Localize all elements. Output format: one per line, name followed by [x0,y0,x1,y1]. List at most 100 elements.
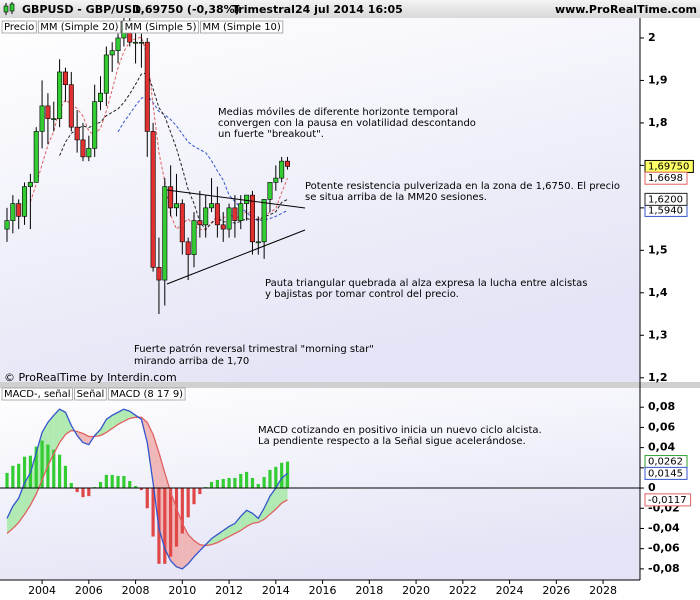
histogram-bar [198,488,202,495]
macd-signal-fill [7,506,13,534]
macd-signal-fill [112,412,119,429]
candle-body [244,194,250,204]
candle-body [249,194,255,243]
legend-box [107,387,186,401]
y-tick-label: -0,08 [648,562,680,575]
histogram-bar [145,488,149,509]
candle-body [39,105,45,132]
histogram-bar [17,463,21,489]
macd-signal-fill [234,516,241,534]
histogram-bar [22,456,27,489]
y-tick-label: 0,04 [648,441,675,454]
x-tick-label: 2028 [589,584,617,597]
last-value-label: 1,6698 [648,173,683,184]
annotation-line: Medias móviles de diferente horizonte te… [218,106,458,118]
legend-label: Precio [4,22,34,33]
last-value-label: 1,69750 [648,161,689,172]
macd-signal-fill [100,419,107,436]
indicator-line [6,408,288,570]
x-tick-label: 2014 [262,584,290,597]
candle-body [62,71,68,85]
legend-box [74,387,107,401]
histogram-bar [285,461,290,489]
macd-panel [0,388,640,580]
histogram-bar [63,465,68,489]
legend-box [200,20,284,34]
candle-body [51,118,57,120]
histogram-bar [122,475,126,489]
histogram-bar [169,488,173,557]
macd-signal-fill [252,513,259,524]
macd-signal-fill [12,498,19,529]
last-value-label: 0,0262 [648,457,683,468]
annotation-line: Potente resistencia pulverizada en la zo… [305,181,620,192]
histogram-bar [174,488,179,547]
candle-body [214,203,220,226]
candle-body [33,131,39,183]
last-value-label: 0,0145 [648,468,683,479]
candle-body [109,50,115,56]
histogram-bar [11,465,15,489]
candle-body [4,220,10,230]
x-tick-label: 2022 [449,584,477,597]
histogram-bar [87,488,91,497]
candle-body [185,241,191,255]
source-note: © ProRealTime by Interdin.com [4,371,177,384]
macd-signal-fill [147,422,154,483]
moving-average [59,72,288,231]
candle-body [226,207,232,230]
legend-label: MM (Simple 10) [203,22,281,33]
y-tick-label: -0,04 [648,521,680,534]
macd-signal-fill [123,409,130,422]
annotation-line: MACD cotizando en positivo inicia un nue… [258,425,542,436]
macd-signal-fill [217,530,224,543]
candle-body [162,186,168,281]
last-value-label: -0,0117 [648,495,687,506]
macd-signal-fill [229,523,235,537]
histogram-bar [256,484,260,489]
histogram-bar [75,488,79,493]
app-icon [3,2,15,15]
histogram-bar [52,449,56,489]
histogram-bar [209,481,214,489]
macd-signal-fill [182,523,189,569]
annotation-line: y bajistas por tomar control del precio. [265,289,459,300]
candle-body [197,220,203,226]
candle-body [115,37,121,52]
y-tick-label: 2 [648,31,656,44]
macd-signal-fill [211,534,218,545]
x-tick-label: 2012 [215,584,243,597]
last-value-label: 1,5940 [648,205,683,216]
candle-body [173,203,179,209]
header-period: Trimestral [232,3,295,16]
histogram-bar [227,477,231,489]
x-tick-label: 2010 [168,584,196,597]
y-tick-label: 0,08 [648,400,675,413]
candle-body [255,241,261,244]
y-tick-label: 1,9 [648,73,668,86]
histogram-bar [110,474,114,489]
macd-signal-fill [59,409,66,443]
legend-box [37,20,121,34]
histogram-bar [128,480,132,489]
x-tick-label: 2016 [309,584,337,597]
macd-signal-fill [188,534,195,564]
histogram-bar [93,487,97,489]
candle-body [86,148,92,158]
annotation: Pauta triangular quebrada al alza expres… [265,278,588,300]
candle-body [203,207,209,226]
legend-box [1,20,37,34]
candle-body [261,199,267,243]
candle-body [138,41,144,44]
histogram-bar [5,472,9,489]
annotation: Potente resistencia pulverizada en la zo… [305,181,620,203]
legend-box [1,387,73,401]
histogram-bar [151,488,155,537]
header-bar [0,0,700,18]
candle-body [92,101,98,149]
histogram-bar [262,476,266,489]
y-tick-label: 1,4 [648,286,668,299]
histogram-bar [133,486,138,489]
legend-label: MM (Simple 20) [40,22,118,33]
legend-label: MM (Simple 5) [125,22,197,33]
